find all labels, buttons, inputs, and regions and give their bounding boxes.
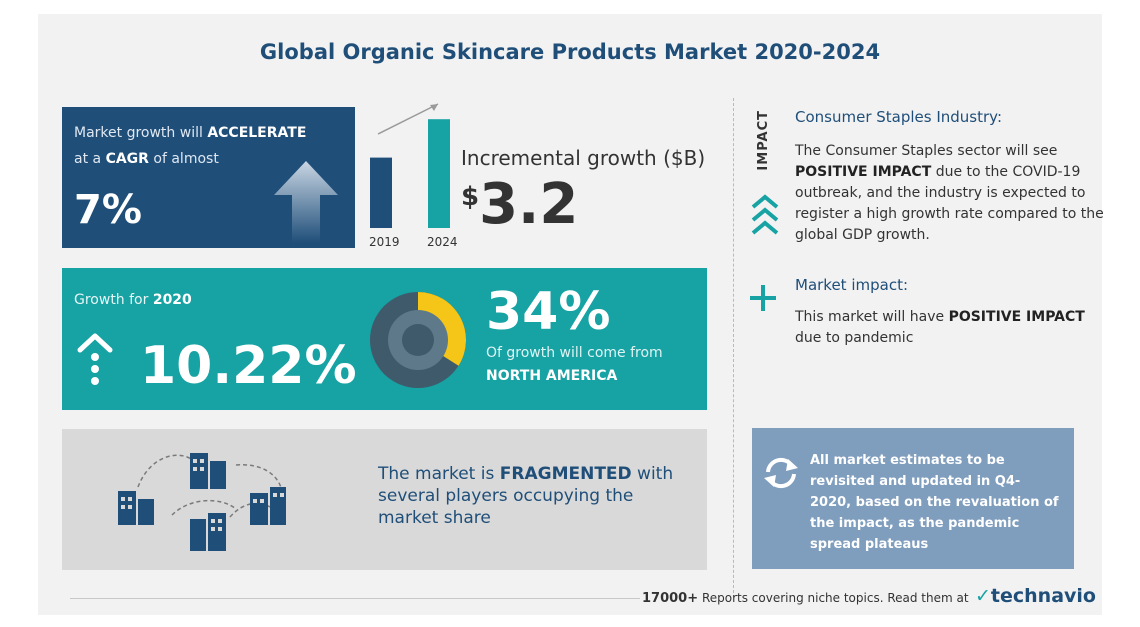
column-divider bbox=[733, 98, 734, 598]
brand-name: technavio bbox=[990, 585, 1096, 607]
mi-body-suffix: due to pandemic bbox=[795, 330, 914, 346]
cagr-label: CAGR bbox=[105, 151, 149, 167]
revision-note-text: All market estimates to be revisited and… bbox=[810, 453, 1059, 552]
footer-count: 17000+ bbox=[642, 591, 699, 606]
cagr-line1-text: Market growth will bbox=[74, 125, 208, 141]
incremental-label: Incremental growth ($B) bbox=[461, 146, 706, 170]
up-arrow-icon bbox=[274, 161, 338, 243]
growth-panel: Growth for 2020 10.22% 34% Of growth wil… bbox=[62, 268, 707, 410]
consumer-staples-title: Consumer Staples Industry: bbox=[795, 108, 1003, 126]
footer-caption: Reports covering niche topics. Read them… bbox=[698, 591, 969, 605]
cagr-accelerate: ACCELERATE bbox=[207, 125, 307, 141]
cagr-line-2: at a CAGR of almost bbox=[74, 151, 219, 167]
growth-label-text: Growth for bbox=[74, 292, 153, 308]
mi-body-prefix: This market will have bbox=[795, 309, 949, 325]
fragmented-bold: FRAGMENTED bbox=[499, 464, 632, 484]
technavio-logo[interactable]: ✓technavio bbox=[975, 585, 1096, 607]
fragmented-prefix: The market is bbox=[378, 464, 500, 484]
growth-value: 10.22% bbox=[140, 336, 357, 396]
trend-line bbox=[377, 103, 439, 135]
footer-text: 17000+ Reports covering niche topics. Re… bbox=[642, 591, 969, 606]
fragmented-suffix: with several players occupying the marke… bbox=[378, 464, 674, 528]
cagr-line2-suffix: of almost bbox=[148, 151, 219, 167]
consumer-staples-body: The Consumer Staples sector will see POS… bbox=[795, 141, 1105, 246]
growth-signal-icon bbox=[77, 333, 113, 385]
cs-body-suffix: due to the COVID-19 outbreak, and the in… bbox=[795, 164, 1104, 243]
cagr-value: 7% bbox=[74, 187, 142, 233]
revision-note-panel: All market estimates to be revisited and… bbox=[752, 428, 1074, 569]
chevrons-up-icon bbox=[751, 194, 779, 235]
incremental-bar-chart bbox=[370, 103, 450, 228]
bar-2024 bbox=[428, 119, 450, 228]
bar-label-2024: 2024 bbox=[427, 235, 458, 249]
cs-body-bold: POSITIVE IMPACT bbox=[795, 164, 932, 180]
growth-label: Growth for 2020 bbox=[74, 292, 192, 308]
fragmented-text: The market is FRAGMENTED with several pl… bbox=[378, 463, 698, 529]
cagr-panel: Market growth will ACCELERATE at a CAGR … bbox=[62, 107, 355, 248]
page-title: Global Organic Skincare Products Market … bbox=[259, 40, 881, 64]
plus-icon bbox=[750, 285, 776, 311]
cs-body-prefix: The Consumer Staples sector will see bbox=[795, 143, 1058, 159]
bar-2019 bbox=[370, 157, 392, 228]
mi-body-bold: POSITIVE IMPACT bbox=[948, 309, 1085, 325]
trend-arrowhead bbox=[430, 104, 438, 111]
impact-vertical-label: IMPACT bbox=[756, 110, 771, 171]
share-region: NORTH AMERICA bbox=[486, 368, 618, 384]
share-value: 34% bbox=[486, 282, 611, 342]
incremental-number: 3.2 bbox=[479, 172, 579, 237]
market-impact-body: This market will have POSITIVE IMPACT du… bbox=[795, 307, 1095, 349]
bar-label-2019: 2019 bbox=[369, 235, 400, 249]
market-impact-title: Market impact: bbox=[795, 276, 909, 294]
cagr-line2-text: at a bbox=[74, 151, 106, 167]
growth-year: 2020 bbox=[152, 292, 192, 308]
buildings-icon bbox=[118, 453, 286, 551]
fragmented-panel: The market is FRAGMENTED with several pl… bbox=[62, 429, 707, 570]
share-text: Of growth will come from bbox=[486, 345, 663, 361]
refresh-icon bbox=[764, 457, 798, 489]
incremental-value: $3.2 bbox=[461, 172, 578, 237]
brand-mark-icon: ✓ bbox=[975, 585, 991, 607]
donut-center bbox=[402, 324, 434, 356]
footer-rule bbox=[70, 598, 640, 599]
currency-symbol: $ bbox=[461, 182, 480, 212]
region-share-donut bbox=[370, 292, 466, 388]
cagr-line-1: Market growth will ACCELERATE bbox=[74, 125, 306, 141]
